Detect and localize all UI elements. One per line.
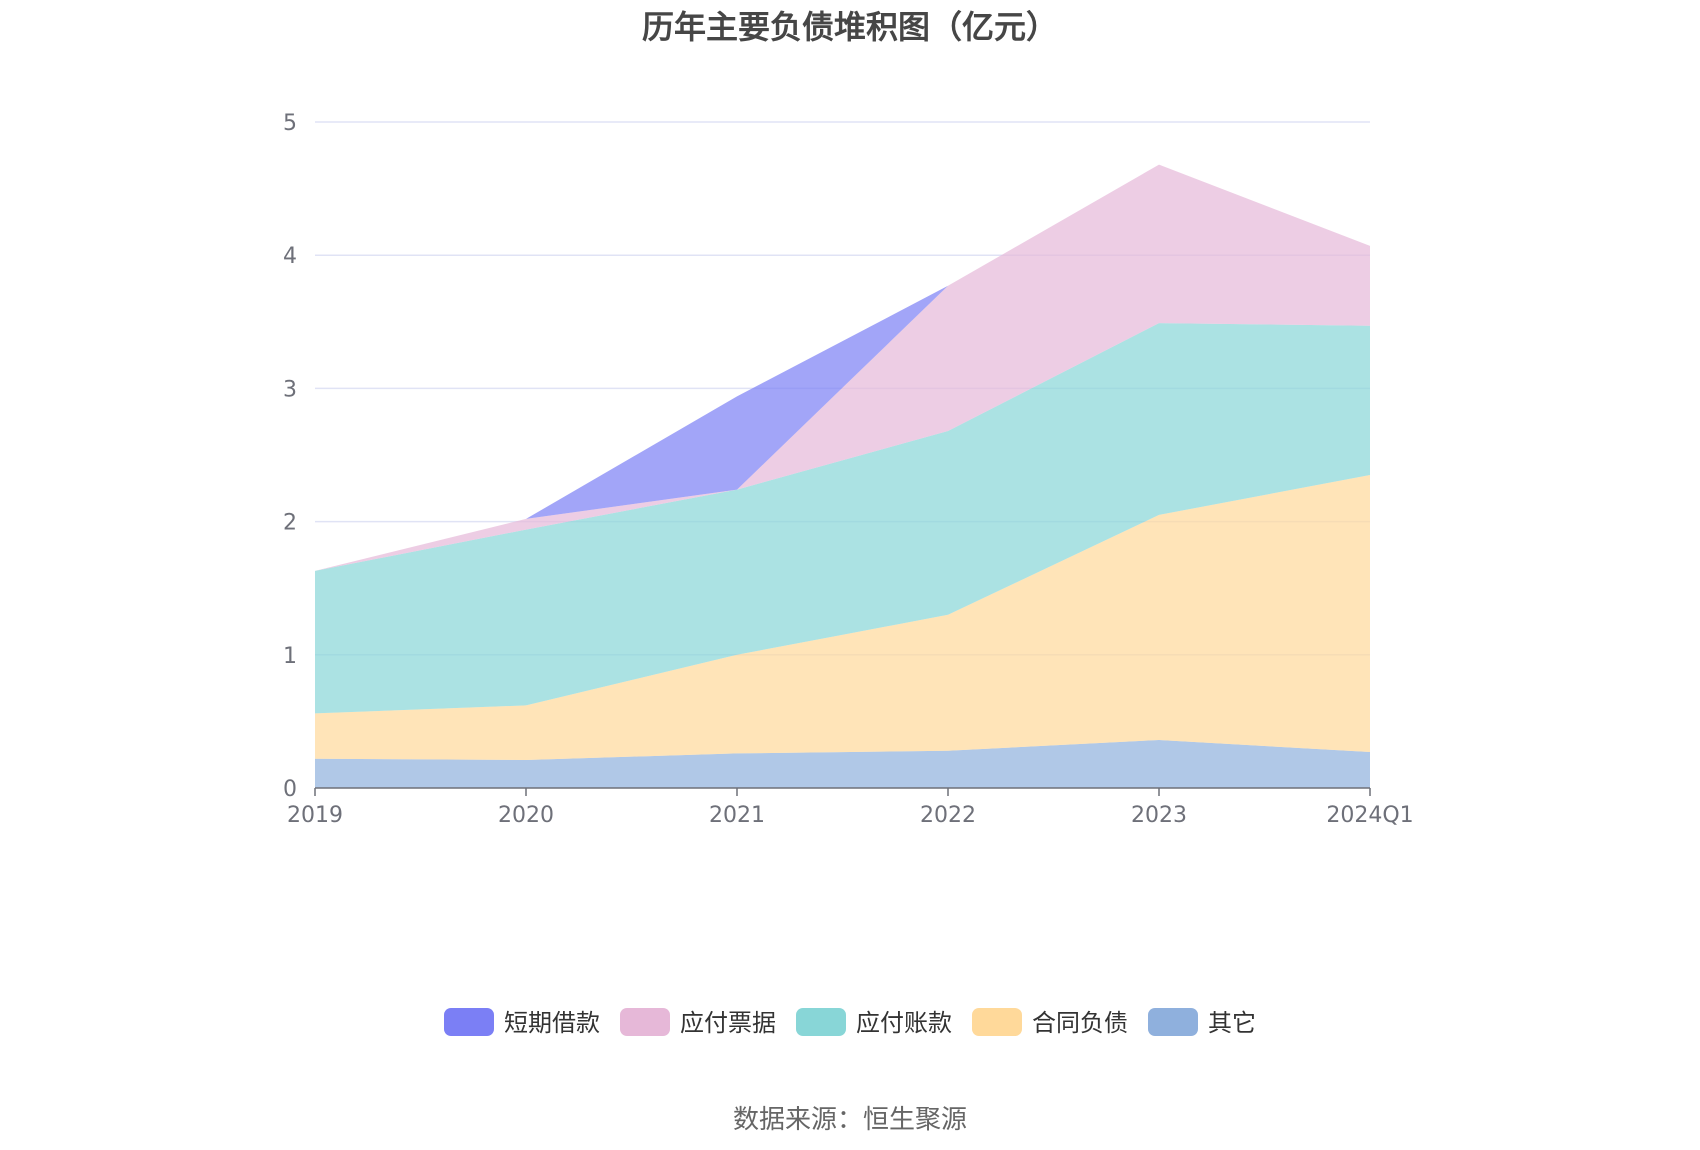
y-tick-label: 0 bbox=[283, 777, 297, 802]
legend-label: 应付账款 bbox=[856, 1009, 952, 1037]
legend-swatch bbox=[444, 1008, 494, 1036]
legend-label: 合同负债 bbox=[1032, 1009, 1128, 1037]
legend: 短期借款 应付票据 应付账款 合同负债 其它 bbox=[444, 1008, 1256, 1037]
x-tick-label: 2023 bbox=[1131, 803, 1187, 828]
x-tick-label: 2021 bbox=[709, 803, 765, 828]
source-note: 数据来源：恒生聚源 bbox=[733, 1105, 967, 1135]
y-tick-label: 5 bbox=[283, 111, 297, 136]
x-tick-label: 2022 bbox=[920, 803, 976, 828]
legend-item[interactable]: 其它 bbox=[1148, 1008, 1256, 1037]
legend-item[interactable]: 应付账款 bbox=[796, 1008, 952, 1037]
legend-label: 应付票据 bbox=[680, 1009, 776, 1037]
area-series-1 bbox=[315, 475, 1370, 760]
y-tick-label: 1 bbox=[283, 644, 297, 669]
legend-label: 其它 bbox=[1208, 1009, 1256, 1037]
legend-swatch bbox=[1148, 1008, 1198, 1036]
legend-item[interactable]: 合同负债 bbox=[972, 1008, 1128, 1037]
legend-swatch bbox=[620, 1008, 670, 1036]
y-tick-label: 2 bbox=[283, 511, 297, 536]
area-series-4 bbox=[315, 164, 1370, 571]
x-tick-label: 2020 bbox=[498, 803, 554, 828]
legend-swatch bbox=[972, 1008, 1022, 1036]
chart-title: 历年主要负债堆积图（亿元） bbox=[642, 8, 1058, 46]
legend-item[interactable]: 应付票据 bbox=[620, 1008, 776, 1037]
y-tick-label: 3 bbox=[283, 377, 297, 402]
axes: 0 1 2 3 4 5 2019 2020 2021 2022 2023 2024Q1 bbox=[283, 111, 1414, 828]
area-series-3 bbox=[315, 164, 1370, 571]
x-tick-label: 2019 bbox=[287, 803, 343, 828]
legend-label: 短期借款 bbox=[504, 1009, 600, 1037]
x-tick-label: 2024Q1 bbox=[1326, 803, 1413, 828]
area-series-2 bbox=[315, 323, 1370, 714]
legend-swatch bbox=[796, 1008, 846, 1036]
y-tick-label: 4 bbox=[283, 244, 297, 269]
legend-item[interactable]: 短期借款 bbox=[444, 1008, 600, 1037]
area-series-0 bbox=[315, 740, 1370, 788]
stacked-areas bbox=[315, 164, 1370, 788]
